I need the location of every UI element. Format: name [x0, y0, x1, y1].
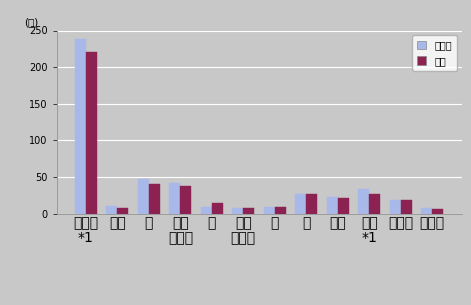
Bar	[149, 184, 160, 214]
Legend: 新潟県, 全国: 新潟県, 全国	[412, 35, 457, 71]
Bar	[201, 207, 212, 214]
Bar	[432, 209, 443, 214]
Bar	[86, 52, 97, 214]
Bar	[170, 183, 180, 214]
Bar	[138, 179, 149, 214]
Bar	[180, 186, 191, 213]
Bar	[401, 200, 412, 214]
Bar	[295, 194, 306, 214]
Bar	[106, 206, 117, 213]
Bar	[244, 208, 254, 213]
Bar	[232, 208, 244, 213]
Bar	[306, 195, 317, 214]
Bar	[275, 207, 286, 214]
Bar	[421, 208, 432, 213]
Bar	[327, 197, 338, 213]
Bar	[117, 208, 129, 213]
Bar	[369, 195, 380, 214]
Bar	[75, 39, 86, 213]
Text: (人): (人)	[24, 17, 38, 27]
Bar	[358, 189, 369, 214]
Bar	[390, 199, 401, 213]
Bar	[212, 203, 223, 214]
Bar	[338, 198, 349, 213]
Bar	[264, 207, 275, 214]
